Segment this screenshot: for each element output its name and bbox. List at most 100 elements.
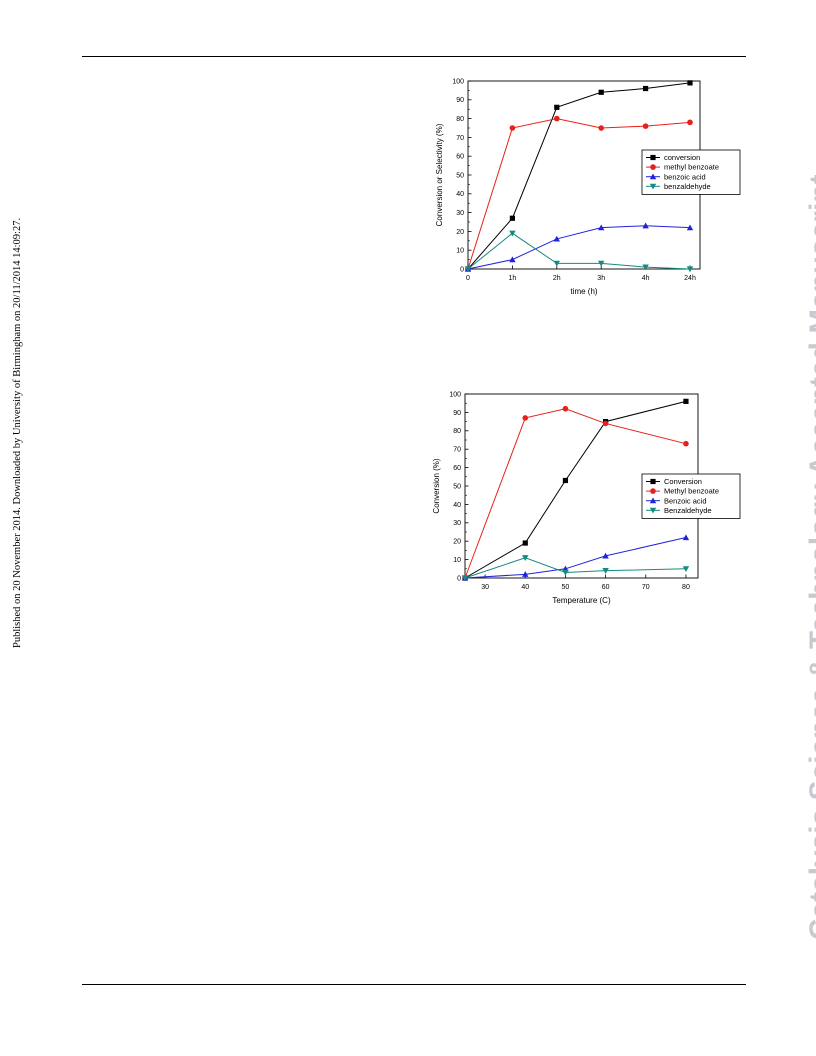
y-tick-label: 80 xyxy=(453,428,461,435)
x-tick-label: 4h xyxy=(642,275,650,282)
legend-label: Benzaldehyde xyxy=(664,506,712,515)
y-tick-label: 0 xyxy=(457,575,461,582)
x-tick-label: 50 xyxy=(562,584,570,591)
x-tick-label: 24h xyxy=(684,275,696,282)
series-line xyxy=(467,118,691,270)
data-point xyxy=(686,224,694,231)
x-tick-label: 60 xyxy=(602,584,610,591)
legend-label: benzoic acid xyxy=(664,172,706,181)
x-tick-label: 3h xyxy=(597,275,605,282)
data-point xyxy=(598,224,605,231)
legend-entry: benzaldehyde xyxy=(646,182,711,191)
legend-marker xyxy=(650,154,656,161)
x-tick-label: 1h xyxy=(509,275,517,282)
x-tick-label: 2h xyxy=(553,275,561,282)
journal-watermark: Catalysis Science & Technology Accepted … xyxy=(804,174,816,940)
data-point xyxy=(464,266,472,273)
data-point xyxy=(602,420,609,427)
header-rule xyxy=(82,56,746,57)
y-tick-label: 20 xyxy=(453,539,461,546)
data-point xyxy=(598,125,604,131)
series-benzoic-acid xyxy=(464,222,694,272)
publication-note: Published on 20 November 2014. Downloade… xyxy=(12,217,23,648)
legend-entry: Methyl benzoate xyxy=(646,487,719,496)
legend-label: conversion xyxy=(664,153,700,162)
data-point xyxy=(509,125,516,131)
x-tick-label: 70 xyxy=(642,584,650,591)
legend-label: Benzoic acid xyxy=(664,496,707,505)
x-tick-label: 80 xyxy=(682,584,690,591)
data-point xyxy=(642,264,649,271)
y-tick-label: 90 xyxy=(453,410,461,417)
data-point xyxy=(598,89,604,95)
series-benzaldehyde xyxy=(464,230,694,273)
data-point xyxy=(683,440,689,447)
legend-entry: methyl benzoate xyxy=(646,163,719,172)
series-line xyxy=(467,225,691,270)
data-point xyxy=(562,569,569,576)
y-tick-label: 50 xyxy=(456,172,464,179)
legend-entry: Benzaldehyde xyxy=(646,506,712,515)
y-tick-label: 50 xyxy=(453,483,461,490)
temperature-chart: 0 10 20 30 40 50 60 70 80 90 100 30 40 50 60 70 80 Temper… xyxy=(432,391,741,605)
data-point xyxy=(602,552,609,559)
legend-marker xyxy=(650,478,656,485)
series-benzoic-acid xyxy=(461,534,690,581)
x-tick-label: 0 xyxy=(466,275,470,282)
y-tick-label: 0 xyxy=(460,266,464,273)
legend-marker xyxy=(649,183,657,190)
legend-marker xyxy=(649,497,657,504)
data-point xyxy=(642,222,649,229)
y-tick-label: 80 xyxy=(456,116,464,123)
y-tick-label: 30 xyxy=(453,520,461,527)
data-point xyxy=(553,235,560,242)
y-tick-label: 60 xyxy=(456,154,464,161)
data-point xyxy=(522,555,529,561)
y-tick-label: 90 xyxy=(456,97,464,104)
data-point xyxy=(522,571,529,577)
data-point xyxy=(686,266,694,273)
legend-marker xyxy=(650,164,656,170)
x-axis-title: time (h) xyxy=(570,287,597,296)
y-tick-label: 70 xyxy=(456,135,464,142)
legend-marker xyxy=(649,173,657,180)
y-axis-title: Conversion or Selectivity (%) xyxy=(435,123,444,226)
legend-label: methyl benzoate xyxy=(664,163,719,172)
x-tick-label: 30 xyxy=(481,584,489,591)
data-point xyxy=(642,123,649,129)
legend-entry: conversion xyxy=(646,153,700,162)
data-point xyxy=(682,566,690,572)
legend-label: Conversion xyxy=(664,477,702,486)
data-point xyxy=(598,260,605,267)
x-axis-title: Temperature (C) xyxy=(552,596,611,605)
legend-marker xyxy=(650,488,656,494)
data-point xyxy=(522,540,528,546)
series-line xyxy=(464,557,686,579)
series-line xyxy=(467,232,691,270)
data-point xyxy=(602,568,609,574)
data-point xyxy=(562,477,569,484)
y-tick-label: 60 xyxy=(453,465,461,472)
y-tick-label: 70 xyxy=(453,447,461,454)
data-point xyxy=(553,260,560,267)
series-line xyxy=(467,82,691,270)
y-tick-label: 100 xyxy=(449,391,461,398)
y-tick-label: 40 xyxy=(456,191,464,198)
footer-rule xyxy=(82,984,746,985)
y-axis-title: Conversion (%) xyxy=(432,458,441,513)
series-benzaldehyde xyxy=(461,555,690,582)
data-point xyxy=(687,80,693,86)
time-course-chart: 0 10 20 30 40 50 60 70 80 90 100 0 1h 2h 3h 4h 24h time (… xyxy=(435,78,741,296)
legend-entry: Benzoic acid xyxy=(646,496,707,505)
data-point xyxy=(643,85,649,92)
data-point xyxy=(509,230,516,237)
data-point xyxy=(683,398,689,404)
y-tick-label: 30 xyxy=(456,210,464,217)
data-point xyxy=(522,415,529,421)
y-tick-label: 10 xyxy=(453,557,461,564)
data-point xyxy=(461,575,469,582)
data-point xyxy=(687,119,693,126)
legend-entry: Conversion xyxy=(646,477,702,486)
legend-entry: benzoic acid xyxy=(646,172,706,181)
data-point xyxy=(554,115,560,122)
